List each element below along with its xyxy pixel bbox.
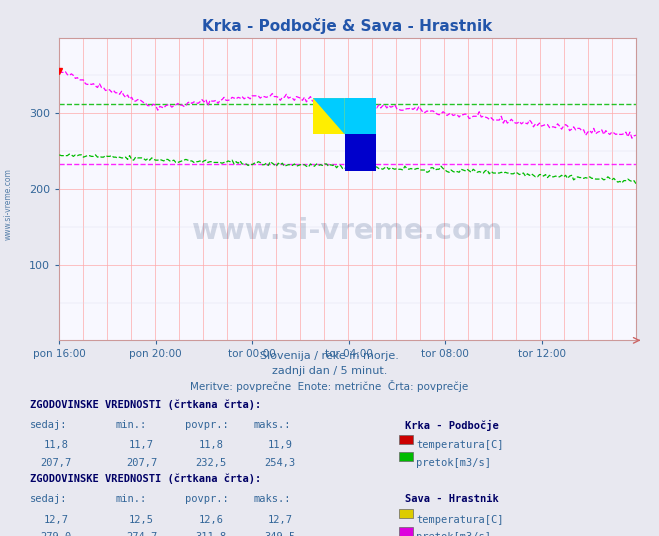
Text: 311,8: 311,8	[195, 532, 227, 536]
Text: www.si-vreme.com: www.si-vreme.com	[3, 168, 13, 240]
Text: 11,9: 11,9	[268, 440, 293, 450]
Bar	[345, 135, 376, 171]
Text: Sava - Hrastnik: Sava - Hrastnik	[405, 494, 499, 504]
Bar	[313, 98, 345, 135]
Text: zadnji dan / 5 minut.: zadnji dan / 5 minut.	[272, 366, 387, 376]
Text: maks.:: maks.:	[254, 494, 291, 504]
Text: Slovenija / reke in morje.: Slovenija / reke in morje.	[260, 351, 399, 361]
Bar	[345, 98, 376, 135]
Text: temperatura[C]: temperatura[C]	[416, 440, 504, 450]
Text: 279,0: 279,0	[40, 532, 72, 536]
Text: 207,7: 207,7	[40, 458, 72, 468]
Text: 232,5: 232,5	[195, 458, 227, 468]
Text: min.:: min.:	[115, 494, 146, 504]
Text: 11,8: 11,8	[43, 440, 69, 450]
Text: maks.:: maks.:	[254, 420, 291, 430]
Text: temperatura[C]: temperatura[C]	[416, 515, 504, 525]
Polygon shape	[313, 98, 345, 135]
Title: Krka - Podbočje & Sava - Hrastnik: Krka - Podbočje & Sava - Hrastnik	[202, 18, 493, 34]
Text: povpr.:: povpr.:	[185, 494, 228, 504]
Text: 349,5: 349,5	[264, 532, 296, 536]
Text: sedaj:: sedaj:	[30, 494, 67, 504]
Text: pretok[m3/s]: pretok[m3/s]	[416, 532, 492, 536]
Text: min.:: min.:	[115, 420, 146, 430]
Text: 12,7: 12,7	[43, 515, 69, 525]
Text: www.si-vreme.com: www.si-vreme.com	[192, 217, 503, 245]
Text: Krka - Podbočje: Krka - Podbočje	[405, 420, 499, 431]
Text: povpr.:: povpr.:	[185, 420, 228, 430]
Text: 207,7: 207,7	[126, 458, 158, 468]
Text: 12,7: 12,7	[268, 515, 293, 525]
Text: ZGODOVINSKE VREDNOSTI (črtkana črta):: ZGODOVINSKE VREDNOSTI (črtkana črta):	[30, 474, 261, 485]
Text: pretok[m3/s]: pretok[m3/s]	[416, 458, 492, 468]
Text: 12,6: 12,6	[198, 515, 223, 525]
Text: 254,3: 254,3	[264, 458, 296, 468]
Text: sedaj:: sedaj:	[30, 420, 67, 430]
Text: 12,5: 12,5	[129, 515, 154, 525]
Text: Meritve: povprečne  Enote: metrične  Črta: povprečje: Meritve: povprečne Enote: metrične Črta:…	[190, 380, 469, 392]
Text: 274,7: 274,7	[126, 532, 158, 536]
Text: 11,7: 11,7	[129, 440, 154, 450]
Text: 11,8: 11,8	[198, 440, 223, 450]
Text: ZGODOVINSKE VREDNOSTI (črtkana črta):: ZGODOVINSKE VREDNOSTI (črtkana črta):	[30, 399, 261, 410]
